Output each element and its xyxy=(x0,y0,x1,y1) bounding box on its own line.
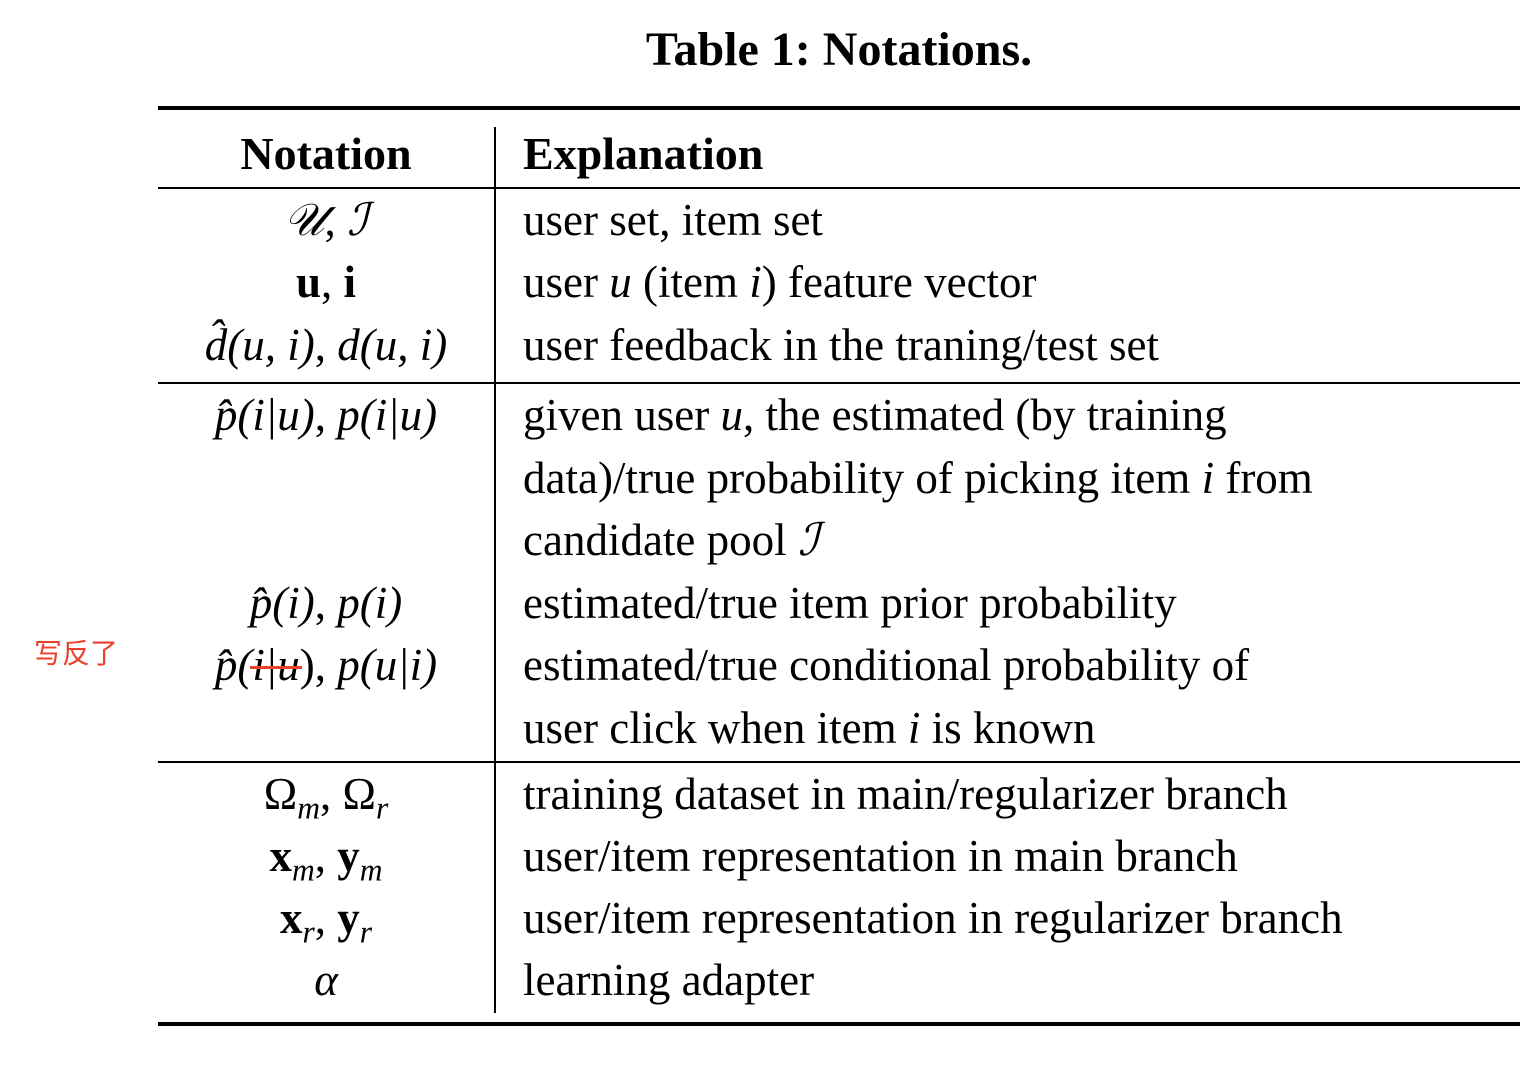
notation-cell: 𝒰, ℐ xyxy=(283,195,369,245)
notation-cell: Ωm, Ωr xyxy=(263,769,389,826)
header-notation: Notation xyxy=(240,128,412,179)
explanation-cell: user u (item i) feature vector xyxy=(523,257,1037,307)
group-rule xyxy=(158,382,1520,384)
top-rule xyxy=(158,106,1520,110)
explanation-cell: user set, item set xyxy=(523,195,823,245)
margin-annotation: 写反了 xyxy=(34,637,119,670)
explanation-cell: estimated/true item prior probability xyxy=(523,578,1177,628)
explanation-cell: training dataset in main/regularizer bra… xyxy=(523,769,1288,819)
strikethrough-mark xyxy=(250,666,302,670)
notation-cell: xm, ym xyxy=(269,831,383,888)
notation-cell: p̂(i|u), p(u|i) xyxy=(158,634,494,696)
column-divider xyxy=(494,127,496,1013)
notation-cell: p̂(i|u), p(i|u) xyxy=(214,390,438,440)
bottom-rule xyxy=(158,1022,1520,1026)
explanation-cell: estimated/true conditional probability o… xyxy=(523,640,1250,753)
notation-cell: u, i xyxy=(295,257,357,307)
header-explanation: Explanation xyxy=(523,128,764,179)
notation-cell: d̂(u, i), d(u, i) xyxy=(204,320,448,370)
notation-cell: xr, yr xyxy=(279,893,373,950)
notation-cell: p̂(i), p(i) xyxy=(249,578,403,628)
table-caption: Table 1: Notations. xyxy=(645,23,1033,76)
explanation-cell: given user u, the estimated (by training… xyxy=(523,390,1313,565)
struck-out-text: i|u xyxy=(250,640,302,690)
group-rule xyxy=(158,761,1520,763)
explanation-cell: user/item representation in main branch xyxy=(523,831,1238,881)
explanation-cell: learning adapter xyxy=(523,955,815,1005)
notation-cell: α xyxy=(314,955,338,1005)
explanation-cell: user feedback in the traning/test set xyxy=(523,320,1160,370)
header-rule xyxy=(158,187,1520,189)
explanation-cell: user/item representation in regularizer … xyxy=(523,893,1343,943)
